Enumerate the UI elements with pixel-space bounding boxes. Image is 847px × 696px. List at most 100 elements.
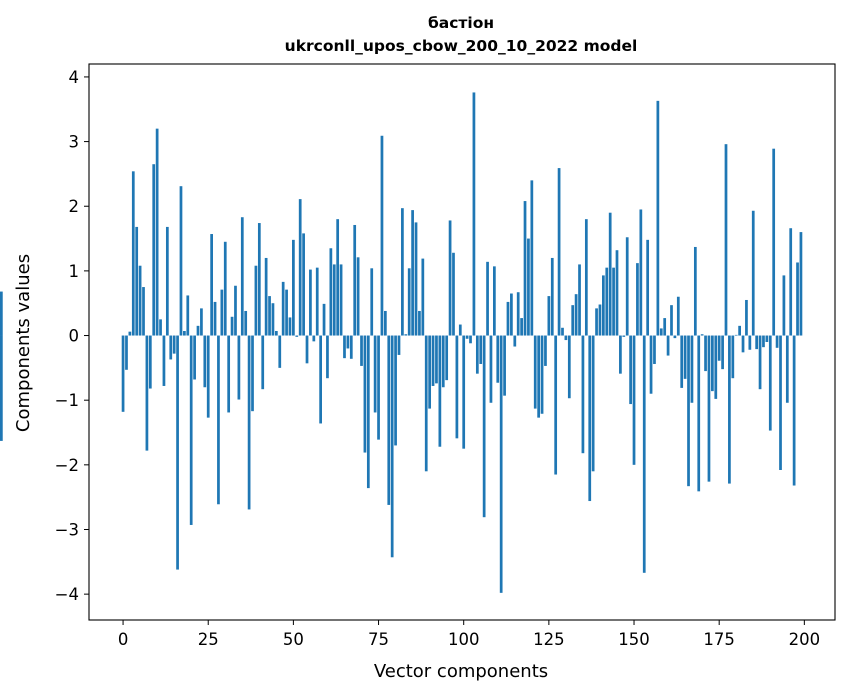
- x-tick-label: 100: [448, 630, 480, 649]
- bar: [557, 168, 561, 336]
- bar: [745, 299, 748, 336]
- y-tick-label: −3: [55, 520, 79, 539]
- bar: [169, 335, 173, 360]
- bar: [424, 335, 428, 472]
- bar: [165, 226, 169, 336]
- bar: [510, 293, 513, 336]
- bar: [768, 335, 772, 431]
- bar: [683, 335, 687, 379]
- bar: [659, 328, 663, 336]
- bar: [366, 335, 370, 489]
- bar: [571, 305, 575, 336]
- bar: [254, 265, 258, 336]
- bar: [227, 335, 231, 413]
- bar: [268, 296, 271, 336]
- bar: [493, 266, 496, 336]
- chart-title: бастіон: [428, 14, 494, 32]
- bar: [738, 325, 741, 336]
- bar: [145, 335, 149, 451]
- bar: [234, 285, 237, 336]
- y-tick-label: 2: [69, 197, 80, 216]
- bar: [608, 212, 612, 336]
- bar: [346, 335, 350, 349]
- bar: [693, 246, 697, 336]
- bar: [411, 210, 414, 336]
- bar: [387, 335, 391, 505]
- bar: [680, 335, 684, 388]
- bar: [530, 180, 534, 336]
- bar: [274, 331, 278, 336]
- bar: [728, 335, 731, 484]
- y-tick-label: −2: [55, 456, 79, 475]
- bar: [448, 220, 452, 336]
- bar: [775, 335, 779, 348]
- bar: [240, 217, 244, 336]
- bar: [176, 335, 179, 570]
- bar: [441, 335, 445, 388]
- bar: [288, 317, 292, 336]
- bar: [646, 239, 650, 336]
- bar: [792, 335, 796, 486]
- bar: [370, 268, 374, 336]
- bar: [578, 264, 581, 336]
- bar: [714, 335, 718, 399]
- bar: [721, 335, 724, 370]
- bar: [0, 335, 3, 441]
- bar: [731, 335, 735, 379]
- bar: [605, 267, 609, 336]
- x-tick-label: 0: [118, 630, 129, 649]
- bar: [292, 239, 295, 336]
- bar: [343, 335, 346, 359]
- bar: [533, 335, 537, 409]
- bar: [475, 335, 479, 374]
- bar: [220, 289, 224, 336]
- bar: [305, 335, 309, 364]
- bar: [584, 219, 588, 336]
- y-tick-label: 3: [69, 133, 80, 152]
- bar: [223, 241, 227, 336]
- bar: [315, 267, 319, 336]
- bar: [772, 148, 776, 336]
- bar: [458, 324, 462, 336]
- bar: [690, 335, 694, 403]
- bar: [329, 248, 333, 336]
- x-tick-label: 150: [618, 630, 650, 649]
- bar: [656, 100, 660, 336]
- bar: [782, 275, 786, 336]
- bar: [271, 303, 275, 336]
- bar: [734, 334, 738, 336]
- bar: [349, 335, 353, 359]
- bar: [193, 335, 196, 380]
- bar: [516, 292, 520, 336]
- bar: [653, 335, 656, 364]
- bar: [796, 262, 799, 336]
- y-tick-label: 0: [69, 327, 80, 346]
- bar: [588, 335, 592, 502]
- x-tick-label: 75: [368, 630, 389, 649]
- bar: [179, 186, 183, 336]
- bar: [687, 335, 690, 487]
- bar: [472, 92, 476, 336]
- bar: [632, 335, 636, 465]
- bar: [418, 310, 421, 336]
- bar: [574, 294, 578, 336]
- bars-group: [0, 92, 803, 593]
- chart-subtitle: ukrconll_upos_cbow_200_10_2022 model: [285, 37, 638, 55]
- y-axis-label: Components values: [13, 254, 34, 432]
- bar: [148, 335, 152, 389]
- bar: [431, 335, 435, 386]
- bar: [469, 335, 472, 344]
- bar: [383, 310, 387, 336]
- bar: [257, 223, 261, 336]
- bar: [401, 208, 404, 336]
- bar: [520, 318, 523, 336]
- bar: [751, 210, 755, 336]
- bar: [332, 264, 336, 336]
- bar: [489, 335, 493, 403]
- bar: [302, 233, 305, 336]
- bar: [281, 281, 285, 336]
- bar: [298, 199, 302, 336]
- bar: [326, 335, 329, 379]
- bar: [717, 335, 721, 361]
